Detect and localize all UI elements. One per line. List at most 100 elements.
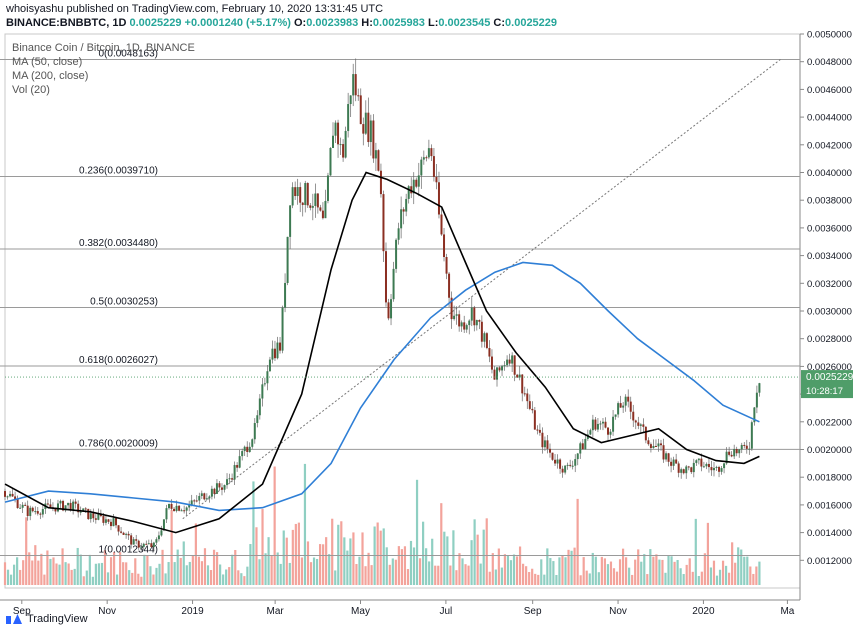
candle-body	[24, 504, 27, 506]
volume-bar	[664, 572, 667, 585]
tradingview-footer[interactable]: TradingView	[6, 613, 88, 625]
candle-body	[665, 453, 668, 460]
candle-body	[735, 449, 738, 454]
candle-body	[236, 465, 239, 468]
change: +0.0001240 (+5.17%)	[184, 17, 291, 29]
candle-body	[284, 282, 287, 308]
vol-legend[interactable]: Vol (20)	[12, 84, 50, 96]
candle-body	[11, 493, 14, 497]
volume-bar	[497, 548, 500, 585]
candle-body	[102, 516, 105, 523]
volume-bar	[697, 575, 700, 585]
volume-bar	[64, 562, 67, 585]
candle-body	[513, 355, 516, 375]
volume-bar	[625, 557, 628, 585]
volume-bar	[518, 546, 522, 585]
candle-body	[200, 493, 203, 496]
candle-body	[395, 239, 398, 269]
candle-body	[19, 507, 22, 509]
volume-bar	[291, 529, 294, 585]
candle-body	[521, 374, 524, 394]
candle-body	[205, 498, 208, 500]
candle-body	[364, 112, 367, 134]
candle-body	[279, 342, 282, 351]
candle-body	[576, 453, 579, 460]
volume-bar	[618, 559, 622, 585]
low-label: L:	[427, 17, 439, 29]
candle-body	[755, 392, 758, 408]
volume-bar	[422, 521, 425, 585]
fib-label-2: 0.382(0.0034480)	[79, 238, 158, 249]
candle-body	[109, 521, 112, 527]
volume-bar	[728, 572, 731, 585]
candle-body	[29, 507, 32, 517]
volume-bar	[621, 548, 625, 585]
candle-body	[715, 466, 718, 468]
volume-bar	[382, 528, 385, 585]
volume-bar	[261, 509, 264, 585]
candle-body	[220, 487, 223, 490]
candle-body	[160, 530, 163, 536]
volume-bar	[467, 565, 470, 585]
candle-body	[357, 95, 360, 97]
candle-body	[369, 120, 372, 143]
volume-bar	[667, 555, 670, 585]
candle-body	[465, 325, 468, 330]
volume-bar	[661, 559, 664, 585]
candle-body	[67, 502, 70, 506]
candle-body	[627, 396, 630, 402]
high-label: H:	[361, 17, 373, 29]
volume-bar	[603, 558, 606, 585]
volume-bar	[615, 571, 619, 585]
volume-bar	[300, 557, 304, 585]
candle-body	[233, 465, 236, 480]
volume-bar	[482, 529, 485, 585]
volume-bar	[428, 561, 431, 585]
candle-body	[554, 459, 557, 464]
candle-body	[94, 518, 97, 520]
open-label: O:	[294, 17, 307, 29]
volume-bar	[379, 530, 382, 585]
volume-bar	[582, 557, 585, 585]
volume-bar	[155, 567, 158, 585]
candle-body	[117, 525, 120, 532]
y-tick-label-2: 0.0016000	[807, 500, 852, 511]
candle-body	[450, 297, 453, 320]
candle-body	[612, 416, 615, 432]
fib-label-3: 0.5(0.0030253)	[90, 296, 158, 307]
ma50-legend[interactable]: MA (50, close)	[12, 56, 83, 68]
candle-body	[349, 95, 352, 105]
volume-bar	[437, 565, 440, 585]
candle-body	[304, 183, 307, 205]
volume-bar	[521, 563, 525, 585]
volume-bar	[34, 545, 37, 585]
volume-bar	[485, 518, 488, 585]
volume-bar	[555, 575, 558, 585]
candle-body	[589, 430, 592, 435]
volume-bar	[6, 569, 10, 585]
candle-body	[657, 443, 660, 447]
volume-bar	[570, 550, 573, 585]
candle-body	[56, 503, 59, 512]
volume-bar	[446, 536, 449, 585]
volume-bar	[494, 569, 497, 585]
y-tick-label-13: 0.0038000	[807, 196, 852, 207]
volume-bar	[19, 569, 22, 585]
candle-body	[617, 403, 620, 415]
candle-body	[319, 207, 322, 211]
candle-body	[72, 501, 75, 511]
ma200-legend[interactable]: MA (200, close)	[12, 70, 89, 82]
volume-bar	[637, 549, 640, 585]
y-tick-label-5: 0.0022000	[807, 417, 852, 428]
volume-bar	[464, 564, 467, 585]
volume-bar	[715, 575, 719, 585]
volume-bar	[388, 564, 391, 585]
y-tick-label-17: 0.0046000	[807, 85, 852, 96]
volume-bar	[152, 574, 155, 585]
candle-body	[599, 423, 602, 425]
candle-body	[258, 398, 261, 416]
candle-body	[326, 175, 329, 201]
candle-body	[321, 210, 324, 219]
y-tick-label-15: 0.0042000	[807, 140, 852, 151]
